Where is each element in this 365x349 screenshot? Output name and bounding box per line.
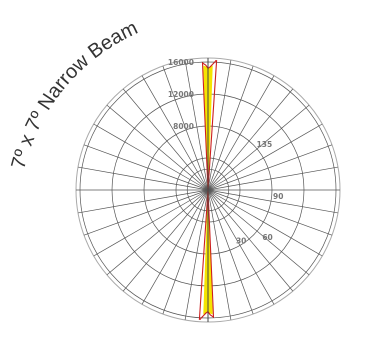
grid-spoke-320 — [122, 88, 209, 191]
grid-spoke-20 — [207, 65, 254, 191]
chart-title: 7º x 7º Narrow Beam — [7, 17, 141, 171]
grid-spoke-80 — [207, 166, 339, 191]
grid-spoke-120 — [207, 189, 323, 257]
grid-spoke-170 — [207, 189, 232, 321]
r-tick-label-12000: 12000 — [168, 90, 194, 99]
grid-spoke-310 — [106, 104, 209, 191]
grid-spoke-30 — [207, 75, 275, 191]
grid-spoke-190 — [184, 189, 209, 321]
grid-spoke-160 — [207, 189, 254, 315]
series-red-up — [201, 60, 218, 191]
grid-spoke-260 — [77, 189, 209, 214]
grid-spoke-230 — [106, 189, 209, 276]
grid-spoke-280 — [77, 166, 209, 191]
angle-label-30: 30 — [236, 236, 246, 245]
grid-spoke-140 — [207, 189, 294, 292]
r-tick-label-16000: 16000 — [168, 58, 194, 67]
grid-spoke-200 — [162, 189, 209, 315]
series-red-down — [198, 189, 215, 320]
grid-spoke-10 — [207, 59, 232, 191]
grid-spoke-350 — [184, 59, 209, 191]
grid-spoke-110 — [207, 189, 333, 236]
grid-spoke-340 — [162, 65, 209, 191]
grid-spoke-130 — [207, 189, 310, 276]
grid-spoke-240 — [93, 189, 209, 257]
grid-spoke-150 — [207, 189, 275, 305]
r-tick-label-8000: 8000 — [173, 122, 194, 131]
grid-spoke-250 — [83, 189, 209, 236]
chart-title-path: 7º x 7º Narrow Beam — [7, 17, 141, 171]
grid-spoke-330 — [141, 75, 209, 191]
grid-spoke-210 — [141, 189, 209, 305]
grid-spoke-220 — [122, 189, 209, 292]
grid-spoke-50 — [207, 104, 310, 191]
grid-spoke-290 — [83, 144, 209, 191]
grid-spoke-40 — [207, 88, 294, 191]
series-layer — [198, 58, 218, 322]
angle-label-60: 60 — [262, 233, 272, 242]
grid-spoke-100 — [207, 189, 339, 214]
grid-spoke-70 — [207, 144, 333, 191]
grid-spoke-300 — [93, 123, 209, 191]
angle-label-90: 90 — [273, 192, 283, 201]
angle-label-135: 135 — [257, 140, 273, 149]
tick-labels: 8000 12000 16000 135 90 60 30 — [168, 58, 284, 245]
grid-spoke-60 — [207, 123, 323, 191]
